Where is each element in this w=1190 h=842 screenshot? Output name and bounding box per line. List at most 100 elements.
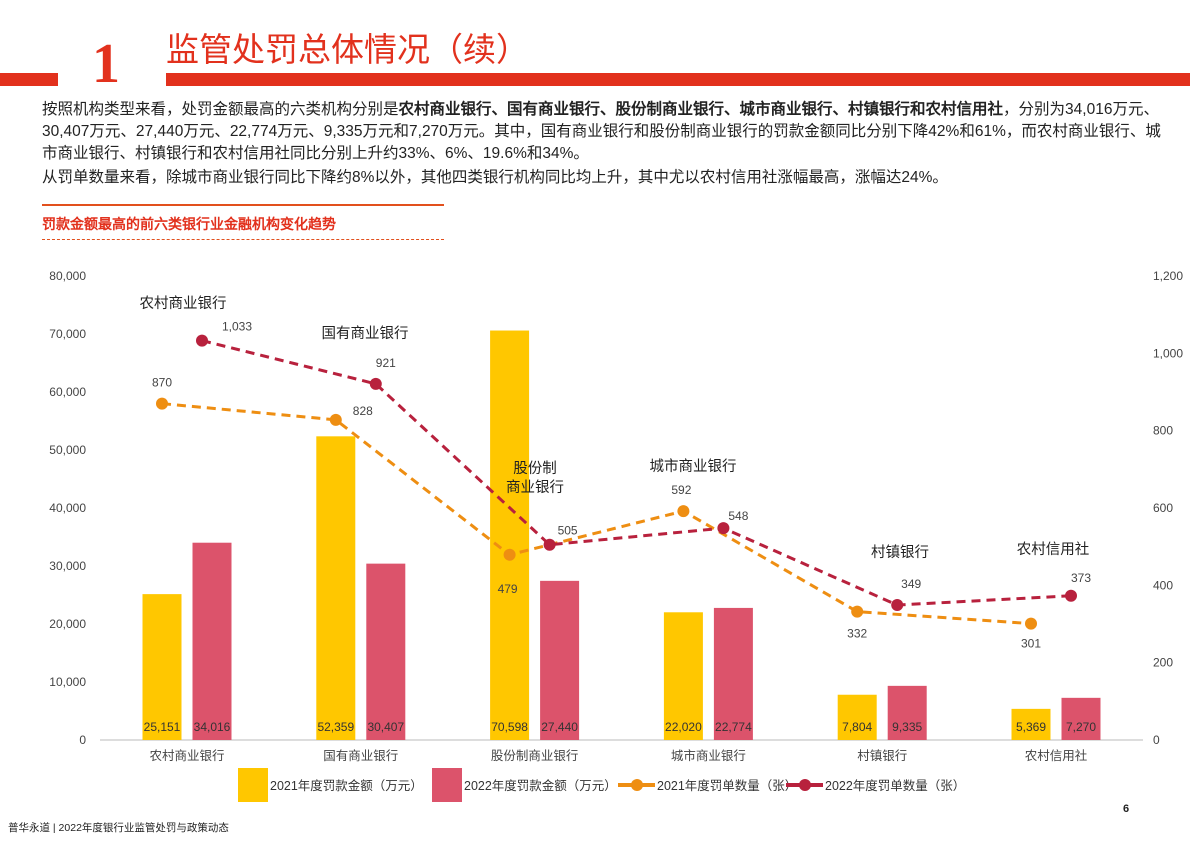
legend-swatch (432, 768, 462, 802)
footer-text: 普华永道 | 2022年度银行业监管处罚与政策动态 (8, 822, 229, 834)
point-value-label: 592 (671, 483, 691, 497)
section-number: 1 (92, 33, 120, 95)
x-category-label: 村镇银行 (857, 749, 907, 763)
point-value-label: 1,033 (222, 320, 252, 334)
bar-value-label: 22,020 (665, 720, 702, 734)
x-category-label: 农村商业银行 (149, 748, 224, 763)
right-tick-label: 200 (1153, 656, 1173, 670)
bar-2021 (490, 330, 530, 740)
right-tick-label: 800 (1153, 424, 1173, 438)
line-point-2022 (717, 522, 730, 535)
paragraph-1: 按照机构类型来看，处罚金额最高的六类机构分别是农村商业银行、国有商业银行、股份制… (42, 99, 1172, 165)
page-number: 6 (1123, 803, 1130, 815)
line-point-2022 (1065, 589, 1077, 602)
point-value-label: 301 (1021, 637, 1041, 651)
bar-value-label: 52,359 (317, 720, 354, 734)
right-tick-label: 0 (1153, 733, 1160, 747)
bar-value-label: 22,774 (715, 720, 752, 734)
left-tick-label: 10,000 (49, 675, 86, 689)
bar-2022 (1061, 697, 1101, 740)
point-value-label: 870 (152, 376, 172, 390)
point-value-label: 332 (847, 627, 867, 641)
line-point-2021 (1025, 617, 1037, 630)
bar-2021 (1011, 708, 1051, 740)
line-point-2022 (369, 377, 382, 390)
bar-2022 (366, 563, 406, 740)
right-tick-label: 1,200 (1153, 269, 1183, 283)
bar-2021 (663, 612, 703, 740)
page-title: 监管处罚总体情况（续） (166, 31, 529, 68)
p1-text-bold: 农村商业银行、国有商业银行、股份制商业银行、城市商业银行、村镇银行和农村信用社 (398, 101, 1004, 118)
right-tick-label: 400 (1153, 578, 1173, 592)
legend-label: 2022年度罚款金额（万元） (464, 778, 617, 793)
line-point-2021 (329, 413, 342, 426)
line-point-2022 (196, 334, 208, 347)
line-point-2022 (543, 538, 556, 551)
point-value-label: 505 (558, 524, 578, 538)
left-tick-label: 30,000 (49, 559, 86, 573)
chart-title: 罚款金额最高的前六类银行业金融机构变化趋势 (42, 216, 336, 232)
left-tick-label: 20,000 (49, 617, 86, 631)
header-bar-right (166, 73, 1190, 86)
bar-2022 (887, 685, 927, 740)
category-annotation: 农村商业银行 (140, 295, 227, 312)
bar-2021 (837, 694, 877, 740)
category-annotation: 国有商业银行 (322, 325, 409, 342)
line-2022 (201, 339, 1072, 607)
p1-text-a: 按照机构类型来看，处罚金额最高的六类机构分别是 (42, 101, 399, 118)
point-value-label: 828 (353, 404, 373, 418)
line-2021 (161, 402, 1032, 626)
left-tick-label: 70,000 (49, 327, 86, 341)
left-tick-label: 40,000 (49, 501, 86, 515)
x-category-label: 国有商业银行 (323, 748, 398, 763)
point-value-label: 921 (376, 356, 396, 370)
paragraph-2: 从罚单数量来看，除城市商业银行同比下降约8%以外，其他四类银行机构同比均上升，其… (42, 169, 948, 186)
bar-2022 (540, 580, 580, 740)
left-tick-label: 50,000 (49, 443, 86, 457)
p1-text-b: ，分别为34,016万元、30,407万元、27,440万元、22,774万元、… (42, 101, 1161, 162)
category-annotation: 城市商业银行 (650, 458, 737, 475)
legend-marker (799, 779, 811, 791)
legend-label: 2022年度罚单数量（张） (825, 778, 965, 793)
point-value-label: 548 (728, 509, 748, 523)
header-bar-left (0, 73, 58, 86)
point-value-label: 349 (901, 577, 921, 591)
left-tick-label: 80,000 (49, 269, 86, 283)
x-category-label: 农村信用社 (1025, 748, 1088, 763)
category-annotation: 农村信用社 (1017, 541, 1090, 558)
legend-swatch (238, 768, 268, 802)
x-category-label: 城市商业银行 (671, 748, 746, 763)
bar-value-label: 27,440 (541, 720, 578, 734)
bar-2022 (192, 542, 232, 740)
bar-2021 (142, 594, 182, 740)
bar-value-label: 34,016 (194, 720, 231, 734)
line-point-2022 (891, 599, 904, 612)
bar-value-label: 7,270 (1066, 720, 1096, 734)
bar-value-label: 5,369 (1016, 720, 1046, 734)
right-tick-label: 600 (1153, 501, 1173, 515)
bar-value-label: 25,151 (144, 720, 181, 734)
bar-value-label: 9,335 (892, 720, 922, 734)
right-tick-label: 1,000 (1153, 346, 1183, 360)
line-point-2021 (156, 397, 168, 410)
legend-marker (631, 779, 643, 791)
line-point-2021 (851, 605, 864, 618)
bar-2022 (713, 607, 753, 740)
section-dash-divider (42, 239, 444, 240)
line-point-2021 (677, 505, 690, 518)
category-annotation: 股份制商业银行 (506, 460, 564, 496)
legend-label: 2021年度罚单数量（张） (657, 778, 797, 793)
category-annotation: 村镇银行 (871, 544, 929, 561)
bar-2021 (316, 436, 356, 740)
legend-label: 2021年度罚款金额（万元） (270, 778, 423, 793)
bar-value-label: 7,804 (842, 720, 872, 734)
left-tick-label: 0 (79, 733, 86, 747)
left-tick-label: 60,000 (49, 385, 86, 399)
bar-value-label: 70,598 (491, 720, 528, 734)
line-point-2021 (503, 548, 516, 561)
x-category-label: 股份制商业银行 (491, 748, 579, 763)
section-divider (42, 204, 444, 206)
bar-value-label: 30,407 (367, 720, 404, 734)
point-value-label: 479 (498, 582, 518, 596)
